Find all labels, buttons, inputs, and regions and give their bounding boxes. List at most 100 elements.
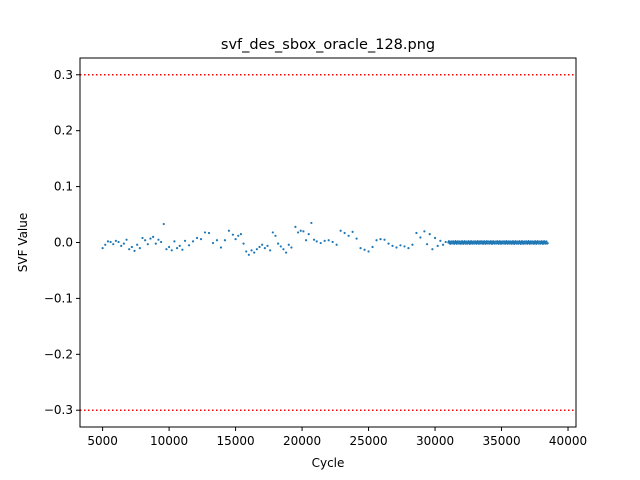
dense-data-point: [493, 242, 496, 245]
data-point: [403, 245, 406, 248]
data-point: [125, 238, 128, 241]
dense-data-point: [478, 240, 482, 243]
y-tick-label: −0.3: [44, 403, 73, 417]
data-point: [351, 230, 354, 233]
data-point: [250, 249, 253, 252]
dense-data-point: [458, 242, 461, 245]
data-point: [157, 238, 160, 241]
data-point: [391, 244, 394, 247]
data-point: [395, 246, 398, 249]
dense-data-point: [484, 242, 487, 245]
data-point: [439, 239, 442, 242]
data-point: [255, 248, 258, 251]
dense-data-point: [529, 240, 533, 243]
dense-data-point: [492, 240, 495, 243]
data-point: [187, 244, 191, 247]
data-point: [141, 236, 144, 240]
x-tick-label: 20000: [283, 434, 321, 448]
data-point: [271, 231, 274, 234]
data-point: [367, 250, 370, 253]
dense-data-point: [472, 240, 475, 243]
data-point: [399, 244, 402, 247]
dense-data-point: [485, 240, 488, 243]
data-point: [242, 242, 245, 245]
data-point: [444, 240, 447, 244]
data-point: [207, 231, 211, 235]
data-point: [310, 221, 313, 225]
data-point: [294, 225, 297, 228]
data-point: [387, 242, 390, 245]
data-point: [327, 239, 330, 242]
x-axis-label: Cycle: [312, 456, 345, 470]
dense-data-point: [486, 242, 489, 245]
data-point: [245, 250, 248, 253]
data-point: [203, 231, 207, 234]
data-point: [253, 251, 256, 254]
data-point: [331, 240, 334, 244]
data-point: [258, 245, 261, 249]
data-point: [269, 249, 272, 252]
dense-data-point: [546, 242, 549, 245]
data-point: [175, 246, 179, 250]
data-point: [120, 244, 123, 247]
y-axis: −0.3 −0.2 −0.1 0.0 0.1 0.2 0.3: [44, 68, 80, 417]
data-point: [277, 242, 280, 245]
data-point: [274, 234, 277, 237]
data-point: [296, 231, 300, 234]
data-point: [371, 245, 374, 249]
data-point: [215, 239, 219, 242]
data-point: [419, 236, 422, 239]
data-point: [239, 233, 243, 236]
dense-data-point: [544, 242, 547, 245]
dense-data-point: [507, 240, 510, 243]
data-point: [237, 234, 240, 237]
x-tick-label: 15000: [216, 434, 254, 448]
dense-data-point: [531, 242, 534, 245]
data-point: [231, 233, 235, 236]
data-point: [304, 239, 308, 242]
data-point: [130, 245, 133, 249]
data-point: [117, 240, 120, 244]
dense-data-point: [516, 240, 519, 243]
data-point: [122, 242, 125, 245]
data-point: [178, 244, 181, 247]
data-point: [109, 240, 112, 244]
dense-data-point: [455, 242, 458, 245]
data-point: [441, 243, 445, 246]
data-point: [191, 240, 195, 243]
data-point: [247, 253, 250, 256]
data-point: [302, 230, 305, 233]
dense-data-point: [536, 240, 539, 243]
data-point: [227, 229, 231, 232]
data-point: [219, 246, 223, 249]
y-axis-label: SVF Value: [16, 213, 30, 273]
x-axis: 5000 10000 15000 20000 25000 30000 35000 40000: [87, 427, 587, 448]
dense-data-point: [523, 240, 526, 243]
dense-data-point: [456, 240, 460, 243]
y-tick-label: 0.0: [54, 236, 73, 250]
chart-title: svf_des_sbox_oracle_128.png: [221, 37, 435, 53]
data-point: [415, 231, 418, 235]
dense-data-point: [515, 242, 518, 245]
data-point: [160, 240, 163, 244]
dense-data-point: [471, 242, 474, 245]
data-point: [290, 246, 293, 249]
dense-data-point: [465, 240, 468, 243]
data-point: [266, 244, 269, 247]
data-point: [144, 239, 147, 242]
dense-data-point: [514, 240, 517, 243]
data-point: [234, 238, 237, 241]
data-point: [106, 240, 110, 243]
dense-data-point: [499, 242, 503, 245]
y-tick-label: −0.1: [44, 291, 73, 305]
y-tick-label: 0.1: [54, 180, 73, 194]
data-point: [162, 222, 165, 226]
y-tick-label: −0.2: [44, 347, 73, 361]
dense-data-point: [535, 242, 538, 245]
data-point: [138, 246, 141, 250]
data-point: [287, 243, 290, 246]
dense-data-point: [508, 242, 512, 245]
dense-data-point: [494, 240, 497, 243]
data-point: [339, 229, 342, 232]
